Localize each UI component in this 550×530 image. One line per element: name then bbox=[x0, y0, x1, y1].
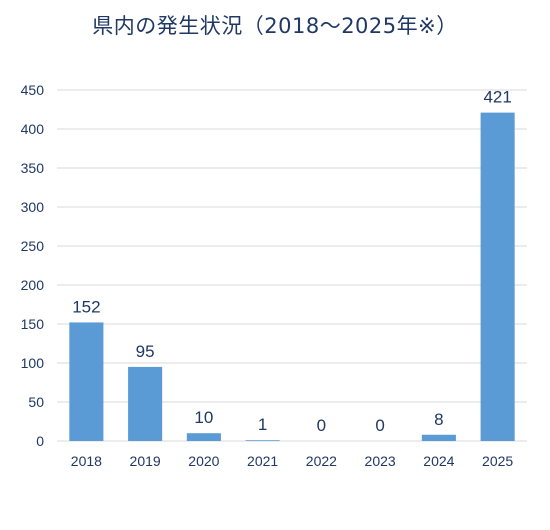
y-tick-label: 350 bbox=[21, 160, 45, 176]
data-label: 0 bbox=[375, 416, 384, 435]
data-label: 1 bbox=[258, 415, 267, 434]
y-tick-label: 400 bbox=[21, 121, 45, 137]
x-tick-label: 2021 bbox=[247, 453, 278, 469]
x-tick-label: 2019 bbox=[130, 453, 161, 469]
data-label: 0 bbox=[317, 416, 326, 435]
bar-2019 bbox=[128, 366, 163, 441]
data-label: 421 bbox=[483, 88, 511, 107]
y-tick-label: 250 bbox=[21, 238, 45, 254]
x-tick-label: 2018 bbox=[71, 453, 102, 469]
bar-2020 bbox=[186, 433, 221, 441]
y-tick-label: 50 bbox=[28, 394, 44, 410]
y-tick-label: 300 bbox=[21, 199, 45, 215]
y-tick-label: 100 bbox=[21, 355, 45, 371]
x-tick-label: 2022 bbox=[306, 453, 337, 469]
y-tick-label: 200 bbox=[21, 277, 45, 293]
bar-2025 bbox=[480, 112, 515, 442]
y-tick-label: 0 bbox=[36, 433, 44, 449]
data-label: 95 bbox=[136, 342, 155, 361]
x-tick-label: 2020 bbox=[188, 453, 219, 469]
x-tick-label: 2023 bbox=[365, 453, 396, 469]
x-tick-label: 2024 bbox=[423, 453, 454, 469]
data-label: 8 bbox=[434, 410, 443, 429]
bar-2021 bbox=[245, 440, 280, 441]
bar-2018 bbox=[69, 322, 104, 441]
chart-title: 県内の発生状況（2018～2025年※） bbox=[92, 14, 458, 38]
x-tick-label: 2025 bbox=[482, 453, 513, 469]
data-label: 10 bbox=[194, 408, 213, 427]
bar-2024 bbox=[421, 434, 456, 441]
data-label: 152 bbox=[72, 297, 100, 316]
y-tick-label: 150 bbox=[21, 316, 45, 332]
y-tick-label: 450 bbox=[21, 82, 45, 98]
